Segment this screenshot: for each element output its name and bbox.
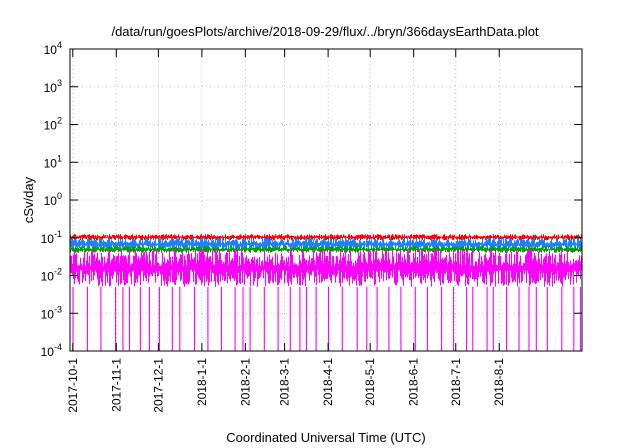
grid [70,49,582,351]
x-axis-label: Coordinated Universal Time (UTC) [226,430,425,445]
x-tick-label: 2018-5-1 [363,358,377,406]
data-series [69,234,583,241]
x-tick-label: 2018-7-1 [449,358,463,406]
y-tick-label: 10-2 [41,267,62,284]
x-axis: 2017-10-1 2017-11-1 2017-12-1 2018-1-1 2018-… [66,49,506,413]
x-tick-label: 2018-4-1 [321,358,335,406]
x-tick-label: 2018-6-1 [407,358,421,406]
y-axis-label: cSv/day [21,176,36,223]
x-tick-label: 2017-10-1 [66,358,80,413]
y-tick-label: 104 [44,40,62,57]
x-tick-label: 2018-1-1 [195,358,209,406]
y-tick-label: 102 [44,116,62,133]
y-tick-label: 10-1 [41,229,62,246]
data-series [69,249,583,351]
y-tick-label: 101 [44,153,62,170]
y-axis: 10-4 10-3 10-2 10-1 100 101 102 103 104 [41,40,582,359]
x-tick-label: 2018-8-1 [492,358,506,406]
y-tick-label: 100 [44,191,62,208]
plot-data [69,234,583,351]
y-tick-label: 10-3 [41,304,62,321]
x-tick-label: 2017-12-1 [151,358,165,413]
chart-title: /data/run/goesPlots/archive/2018-09-29/f… [111,24,538,39]
x-tick-label: 2018-3-1 [278,358,292,406]
x-tick-label: 2017-11-1 [109,358,123,412]
y-tick-label: 103 [44,78,62,95]
x-tick-label: 2018-2-1 [238,358,252,406]
y-tick-label: 10-4 [41,342,62,359]
data-series [69,246,583,253]
